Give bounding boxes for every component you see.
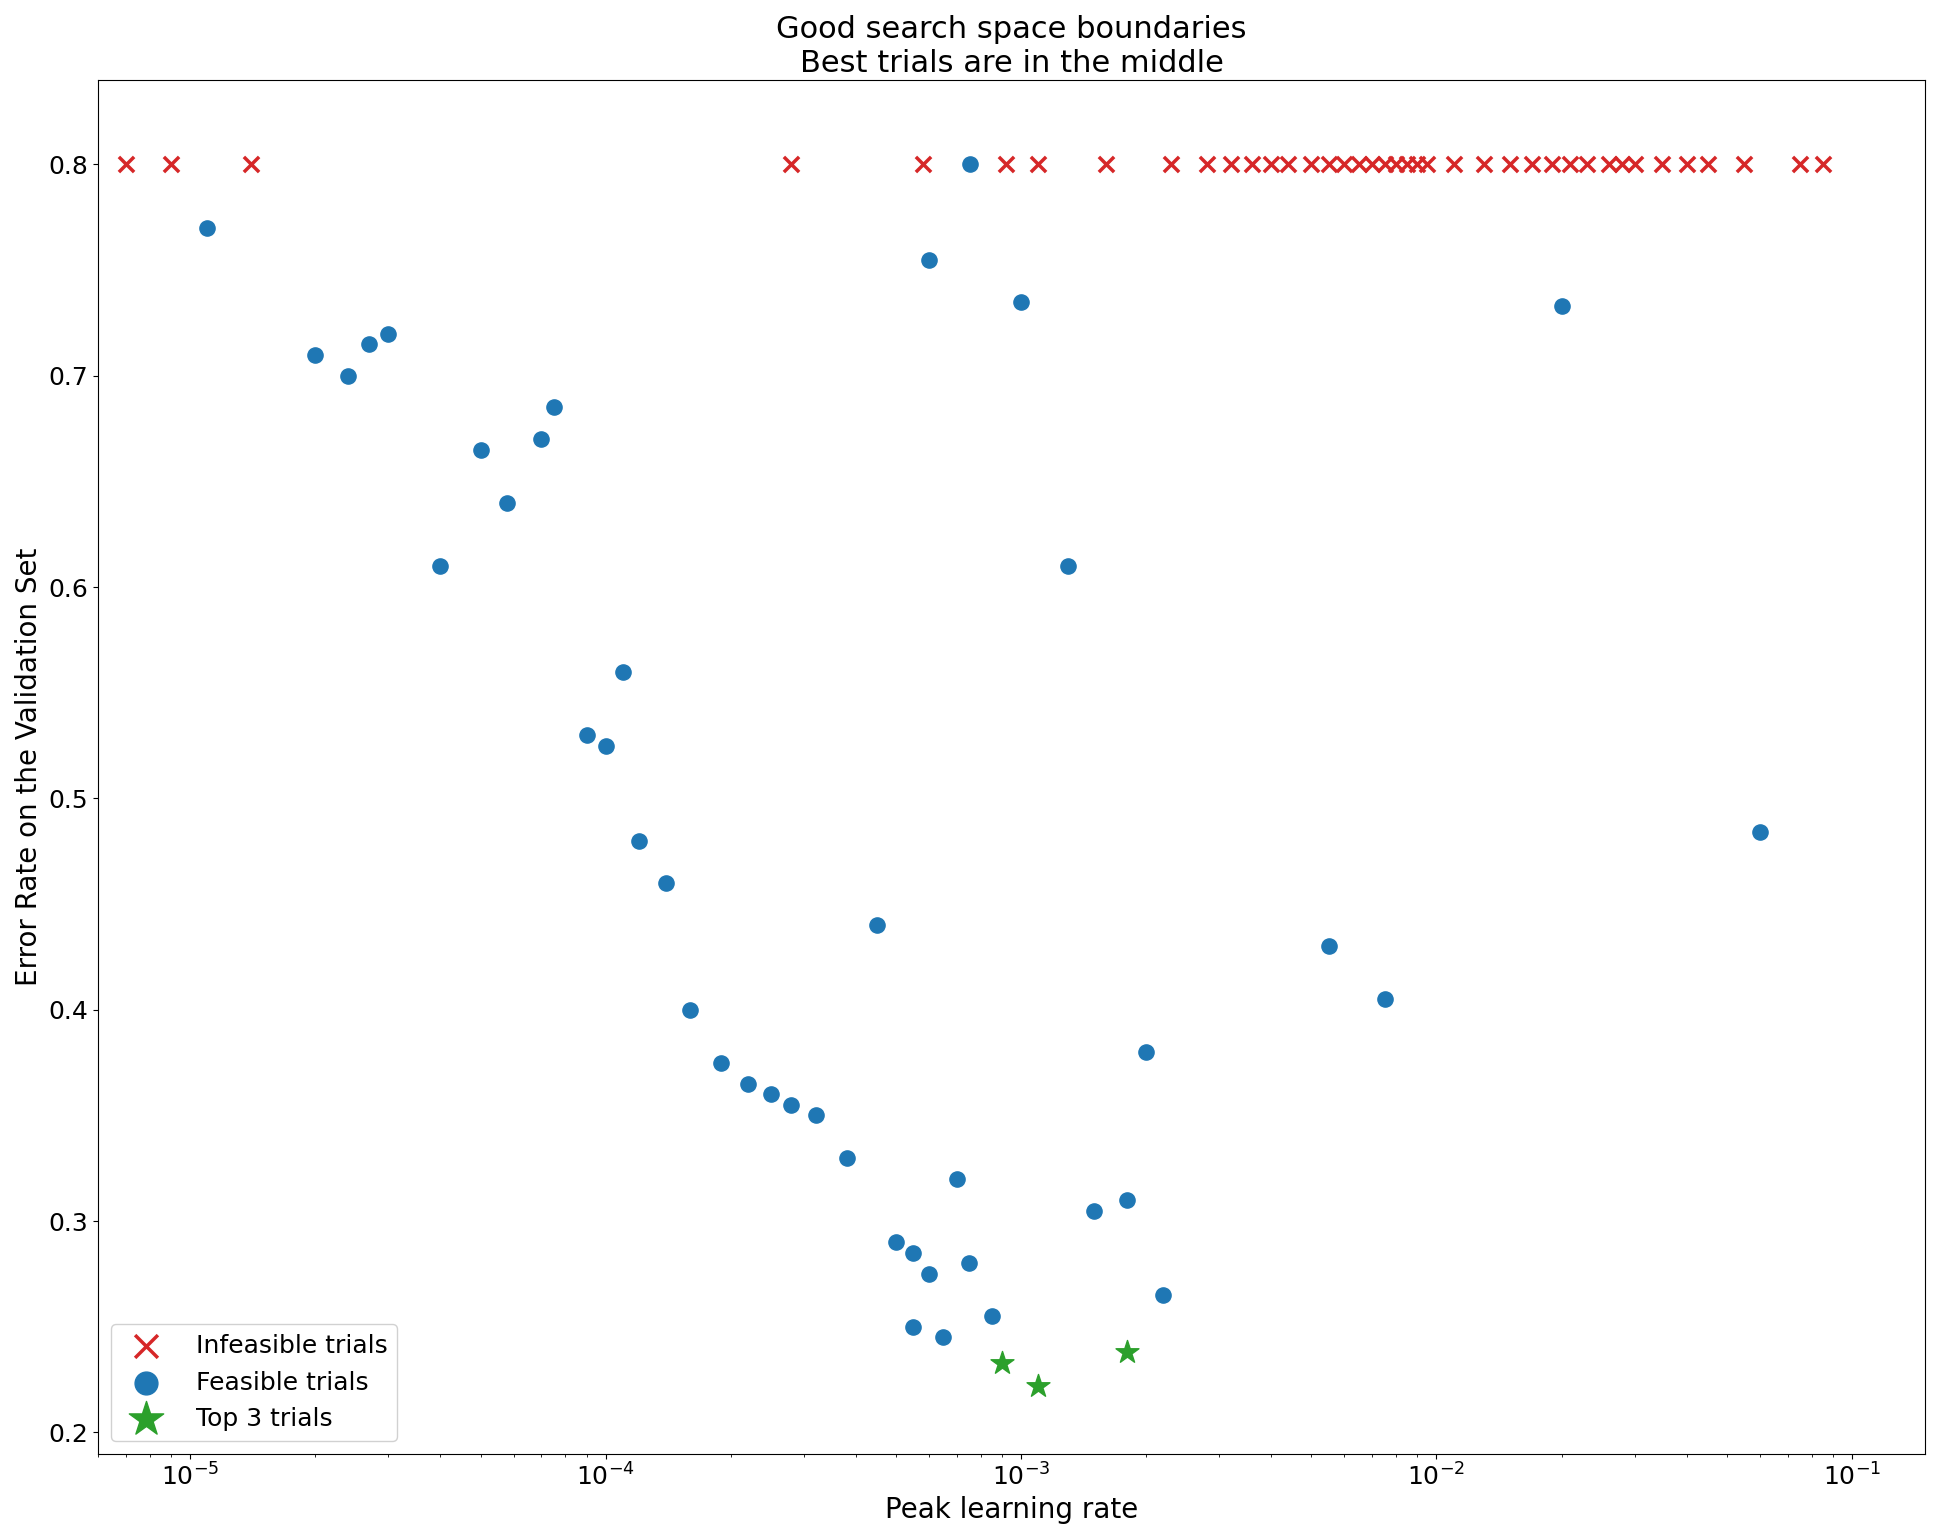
- Feasible trials: [954, 1251, 985, 1276]
- Top 3 trials: [1022, 1374, 1053, 1399]
- Infeasible trials: [1313, 152, 1344, 177]
- Feasible trials: [799, 1103, 830, 1128]
- Feasible trials: [570, 723, 601, 748]
- Infeasible trials: [1669, 152, 1701, 177]
- Infeasible trials: [1646, 152, 1677, 177]
- Feasible trials: [880, 1230, 911, 1254]
- Feasible trials: [861, 913, 892, 937]
- Infeasible trials: [1536, 152, 1567, 177]
- Infeasible trials: [155, 152, 186, 177]
- Infeasible trials: [1516, 152, 1547, 177]
- Feasible trials: [192, 215, 223, 240]
- Point: [1004, 289, 1035, 314]
- Infeasible trials: [1090, 152, 1121, 177]
- Legend: Infeasible trials, Feasible trials, Top 3 trials: Infeasible trials, Feasible trials, Top …: [111, 1324, 397, 1441]
- Feasible trials: [830, 1145, 861, 1170]
- Feasible trials: [975, 1304, 1006, 1328]
- Infeasible trials: [111, 152, 142, 177]
- Feasible trials: [1545, 294, 1576, 319]
- Infeasible trials: [1728, 152, 1759, 177]
- Infeasible trials: [1295, 152, 1326, 177]
- Feasible trials: [425, 554, 456, 579]
- Top 3 trials: [1111, 1340, 1142, 1365]
- Infeasible trials: [1214, 152, 1245, 177]
- Infeasible trials: [1605, 152, 1637, 177]
- Infeasible trials: [1255, 152, 1286, 177]
- Point: [913, 248, 944, 272]
- Feasible trials: [1313, 934, 1344, 959]
- Infeasible trials: [1412, 152, 1443, 177]
- Feasible trials: [898, 1240, 929, 1265]
- Feasible trials: [1078, 1199, 1109, 1224]
- Infeasible trials: [1235, 152, 1266, 177]
- Feasible trials: [776, 1093, 807, 1117]
- Infeasible trials: [1328, 152, 1359, 177]
- Feasible trials: [607, 659, 638, 683]
- Feasible trials: [537, 396, 568, 420]
- Infeasible trials: [1272, 152, 1303, 177]
- Infeasible trials: [1342, 152, 1373, 177]
- Point: [954, 152, 985, 177]
- Feasible trials: [465, 437, 496, 462]
- Infeasible trials: [1402, 152, 1433, 177]
- Infeasible trials: [991, 152, 1022, 177]
- Feasible trials: [652, 871, 683, 896]
- Title: Good search space boundaries
Best trials are in the middle: Good search space boundaries Best trials…: [776, 15, 1247, 77]
- Infeasible trials: [235, 152, 266, 177]
- Feasible trials: [372, 322, 403, 346]
- Infeasible trials: [1437, 152, 1468, 177]
- Feasible trials: [622, 828, 653, 853]
- Infeasible trials: [1691, 152, 1722, 177]
- X-axis label: Peak learning rate: Peak learning rate: [884, 1496, 1138, 1524]
- Feasible trials: [1130, 1040, 1161, 1065]
- Feasible trials: [353, 332, 384, 357]
- Infeasible trials: [1784, 152, 1815, 177]
- Infeasible trials: [1381, 152, 1412, 177]
- Feasible trials: [913, 1262, 944, 1287]
- Feasible trials: [927, 1325, 958, 1350]
- Infeasible trials: [1468, 152, 1499, 177]
- Feasible trials: [940, 1167, 971, 1191]
- Feasible trials: [675, 997, 706, 1022]
- Infeasible trials: [776, 152, 807, 177]
- Infeasible trials: [1619, 152, 1650, 177]
- Feasible trials: [1111, 1188, 1142, 1213]
- Infeasible trials: [1191, 152, 1222, 177]
- Y-axis label: Error Rate on the Validation Set: Error Rate on the Validation Set: [16, 548, 43, 986]
- Infeasible trials: [1571, 152, 1602, 177]
- Feasible trials: [754, 1082, 785, 1107]
- Feasible trials: [706, 1050, 737, 1074]
- Feasible trials: [301, 342, 332, 366]
- Infeasible trials: [1022, 152, 1053, 177]
- Feasible trials: [525, 426, 556, 451]
- Point: [1053, 554, 1084, 579]
- Infeasible trials: [1592, 152, 1623, 177]
- Infeasible trials: [1493, 152, 1524, 177]
- Feasible trials: [589, 733, 620, 757]
- Feasible trials: [493, 491, 524, 516]
- Top 3 trials: [987, 1350, 1018, 1374]
- Infeasible trials: [1553, 152, 1584, 177]
- Infeasible trials: [1369, 152, 1400, 177]
- Infeasible trials: [1805, 152, 1836, 177]
- Feasible trials: [334, 363, 365, 388]
- Feasible trials: [1369, 986, 1400, 1011]
- Infeasible trials: [1156, 152, 1187, 177]
- Infeasible trials: [1355, 152, 1386, 177]
- Point: [1148, 1282, 1179, 1307]
- Infeasible trials: [1390, 152, 1421, 177]
- Feasible trials: [733, 1071, 764, 1096]
- Infeasible trials: [907, 152, 938, 177]
- Feasible trials: [898, 1314, 929, 1339]
- Feasible trials: [1743, 820, 1774, 845]
